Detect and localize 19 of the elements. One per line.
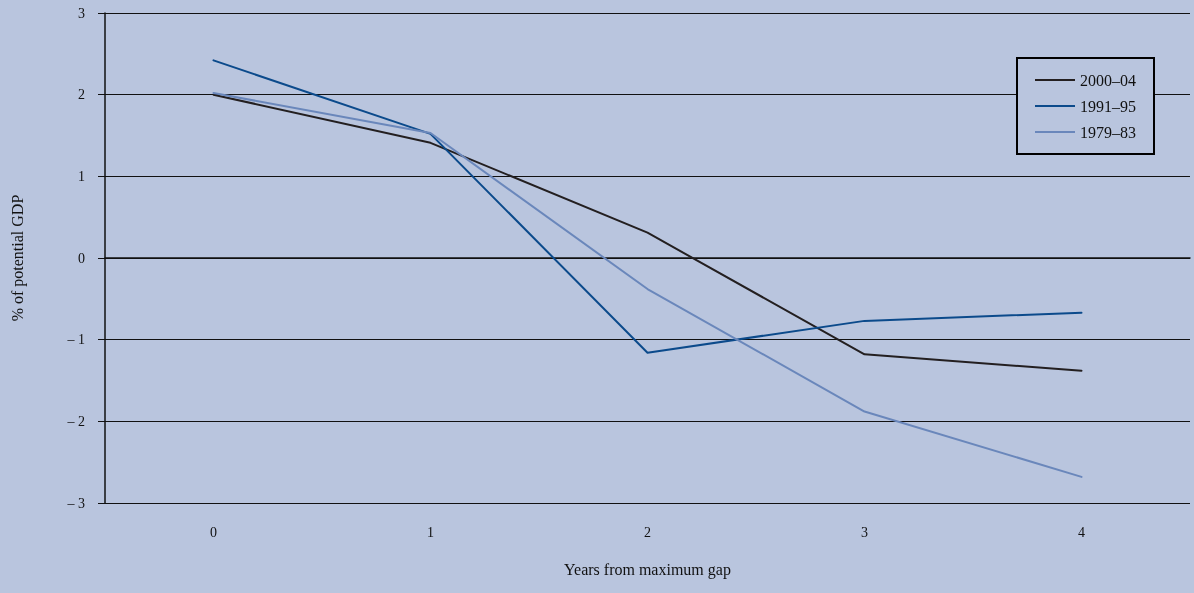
x-tick-label: 0 [210,524,217,540]
x-axis-title: Years from maximum gap [564,560,731,579]
y-tick-label: – 3 [66,495,85,511]
legend-label: 1979–83 [1080,123,1136,141]
legend-label: 2000–04 [1080,71,1136,89]
line-series [212,93,1083,372]
x-tick-label: 1 [427,524,434,540]
legend-label: 1991–95 [1080,97,1136,115]
y-tick-label: 1 [78,168,85,184]
y-tick-label: – 2 [66,413,85,429]
y-axis-title: % of potential GDP [8,194,27,322]
x-tick-label: 4 [1078,524,1085,540]
x-tick-label: 3 [861,524,868,540]
y-tick-label: 3 [78,5,85,21]
y-tick-label: – 1 [66,332,85,348]
y-tick-label: 2 [78,87,85,103]
y-tick-label: 0 [78,250,85,266]
x-tick-label: 2 [644,524,651,540]
line-series [212,92,1083,478]
